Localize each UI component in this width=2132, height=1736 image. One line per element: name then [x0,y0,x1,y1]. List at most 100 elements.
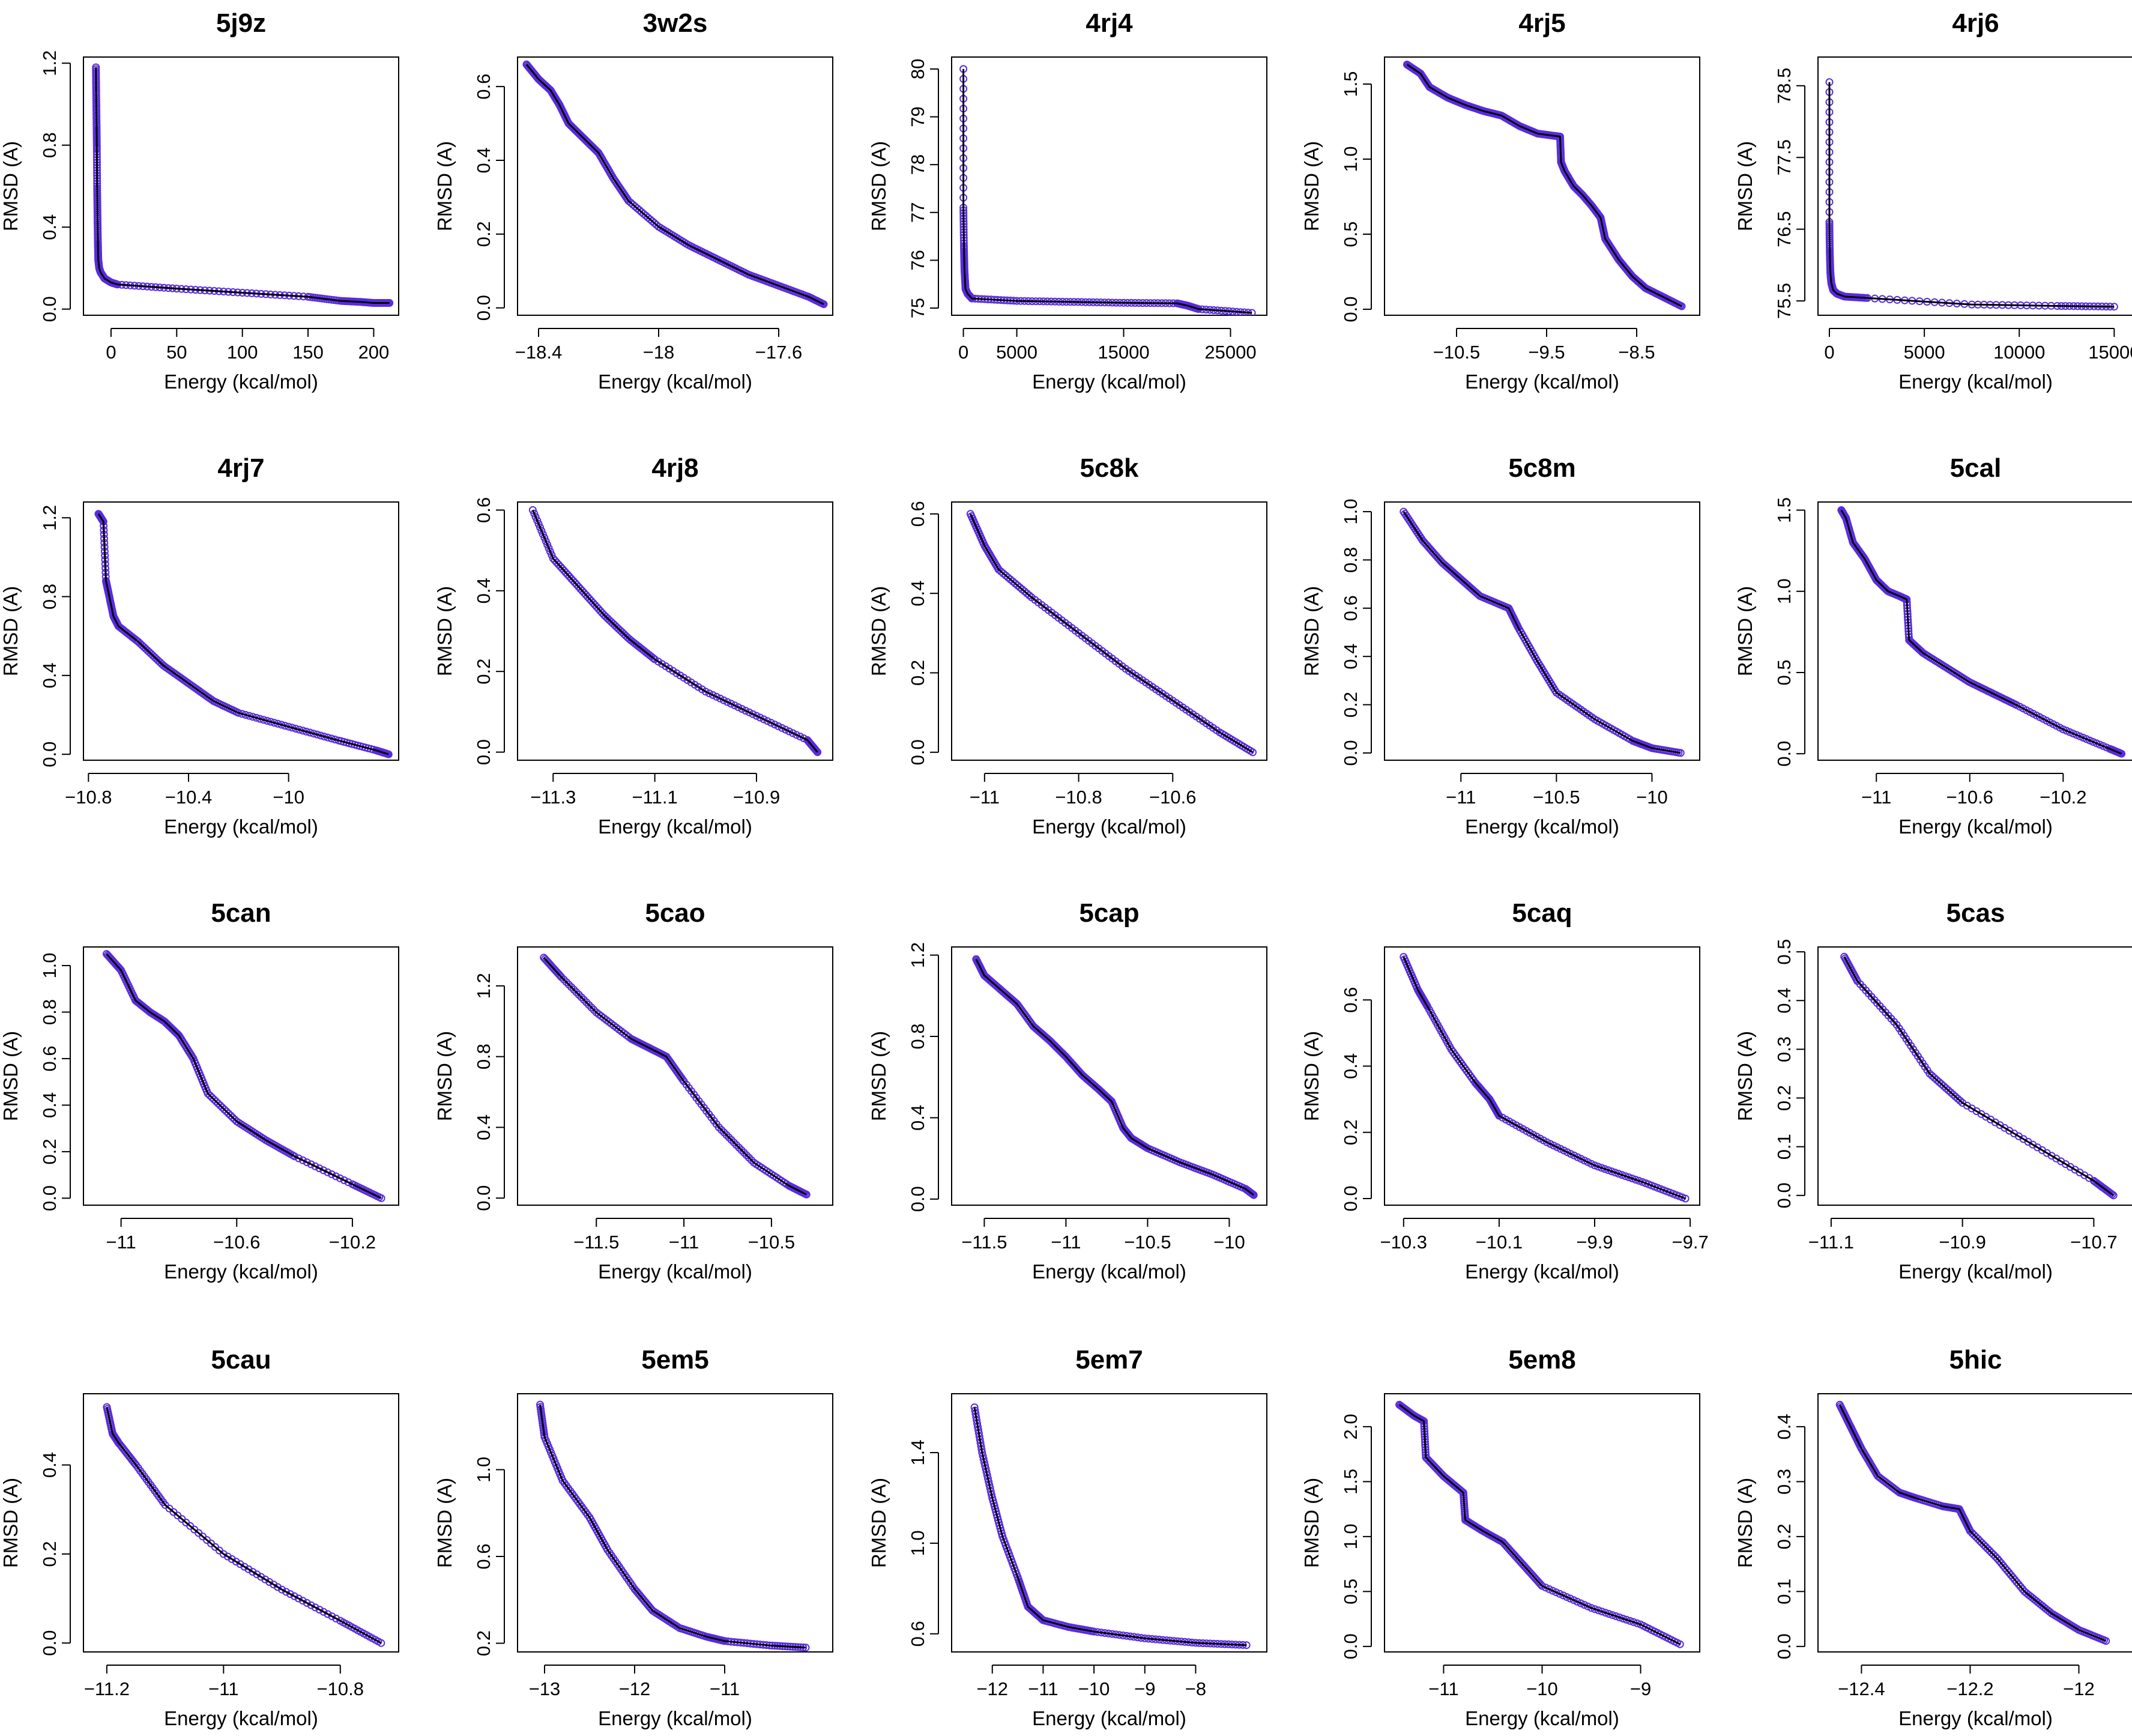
y-tick-label: 1.5 [1340,71,1361,97]
x-axis-label: Energy (kcal/mol) [1032,1260,1186,1283]
x-tick-label: −11.5 [961,1232,1007,1253]
data-point [212,1097,220,1105]
series-points [1395,1400,1684,1648]
data-point [1011,579,1019,588]
x-tick-label: −10.6 [1946,787,1993,808]
panel-4rj8: 4rj8 −11.3 −11.1 −10.9 0.0 0.2 0.4 0.6 Energy (k… [433,453,833,838]
plot-frame [1817,946,2132,1206]
data-point [1580,1601,1589,1609]
series-line [97,513,389,755]
panel-title: 5cau [211,1345,271,1375]
data-point [307,1160,315,1169]
data-point [1628,1175,1636,1182]
data-point [2108,1190,2116,1199]
plot-frame [951,946,1267,1206]
x-tick-label: −10 [1213,1232,1245,1253]
series-line [1840,509,2122,755]
data-point [1016,583,1024,591]
y-axis-label: RMSD (A) [868,1031,890,1121]
y-tick-label: 0.2 [473,221,494,247]
y-tick-label: 0.4 [39,214,60,240]
data-point [222,1107,231,1116]
x-tick-label: 200 [358,342,390,363]
y-tick-label: 0.2 [1340,692,1361,718]
data-point [1573,1597,1581,1606]
data-point [1621,1172,1629,1181]
y-axis-label: RMSD (A) [0,1478,22,1568]
x-tick-label: −8.5 [1618,342,1655,363]
y-axis-label: RMSD (A) [1734,586,1756,676]
x-tick-label: −9.5 [1528,342,1565,363]
data-point [208,1093,216,1102]
data-point [546,548,554,555]
data-point [1995,1556,2004,1565]
x-tick-label: −11 [208,1678,238,1699]
y-tick-label: 0.2 [473,659,494,685]
x-tick-label: 0 [106,342,116,363]
panel-5em8: 5em8 −11 −10 −9 0.0 0.5 1.0 1.5 2.0 Energy (kcal/… [1300,1345,1700,1729]
y-tick-label: 0.4 [473,1114,494,1140]
panel-5cal: 5cal −11 −10.6 −10.2 0.0 0.5 1.0 1.5 Energy (kca… [1734,453,2132,838]
data-point [713,692,720,701]
data-point [802,1190,811,1199]
data-point [999,569,1007,578]
y-tick-label: 0.6 [39,1045,60,1071]
data-point [734,703,743,712]
panel-5em7: 5em7 −12 −11 −10 −9 −8 0.6 1.0 1.4 Energy (kcal/m… [868,1345,1267,1729]
data-point [1978,1538,1986,1547]
data-point [377,1639,385,1647]
y-tick-label: 0.5 [1774,939,1795,965]
data-point [540,534,549,542]
series-line [1403,956,1686,1200]
panel-title: 5c8k [1080,453,1139,483]
panel-title: 4rj7 [217,453,264,483]
data-point [1618,1171,1626,1179]
panel-title: 5caq [1512,898,1572,928]
data-point [384,750,393,758]
y-axis-label: RMSD (A) [0,1031,22,1121]
y-tick-label: 0.0 [907,1186,928,1212]
x-tick-label: −11.3 [530,787,576,808]
data-point [1612,1612,1620,1620]
y-axis-label: RMSD (A) [1300,141,1323,231]
data-point [226,1111,235,1120]
data-point [315,1606,324,1614]
data-point [319,1166,328,1175]
y-tick-label: 0.2 [907,660,928,686]
y-tick-label: 0.6 [907,1621,928,1647]
series-points [1837,506,2126,758]
panel-title: 5c8m [1508,453,1576,483]
plot-frame [83,1393,399,1653]
x-tick-label: 25000 [1204,342,1256,363]
data-point [1590,1161,1599,1170]
data-point [1605,1610,1613,1618]
data-point [1939,1082,1948,1090]
y-axis-label: RMSD (A) [1734,141,1756,231]
series-line [1838,1404,2107,1642]
y-tick-label: 0.4 [39,1092,60,1118]
x-tick-label: −11 [1428,1678,1458,1699]
y-tick-label: 77 [907,202,928,223]
data-point [1004,573,1012,582]
data-point [678,1075,687,1084]
x-axis-label: Energy (kcal/mol) [1032,370,1186,393]
y-tick-label: 0.0 [473,1185,494,1211]
data-point [759,715,768,724]
series-line [525,64,824,305]
data-point [204,1089,212,1098]
x-tick-label: 50 [166,342,187,363]
panel-5j9z: 5j9z 0 50 100 150 200 0.0 0.4 0.8 1.2 Energy (kcal… [0,8,399,393]
x-tick-label: −12 [2063,1678,2095,1699]
data-point [1981,1543,1990,1551]
data-point [2102,1637,2110,1645]
y-tick-label: 79 [907,106,928,127]
data-point [1614,1170,1623,1178]
y-tick-label: 0.0 [1774,1633,1795,1659]
panel-title: 4rj6 [1952,8,1999,38]
data-point [1681,1194,1690,1203]
data-point [274,1583,282,1591]
x-tick-label: −10.9 [1939,1232,1986,1253]
data-point [796,733,805,741]
data-point [315,1164,324,1173]
data-point [286,1590,294,1598]
